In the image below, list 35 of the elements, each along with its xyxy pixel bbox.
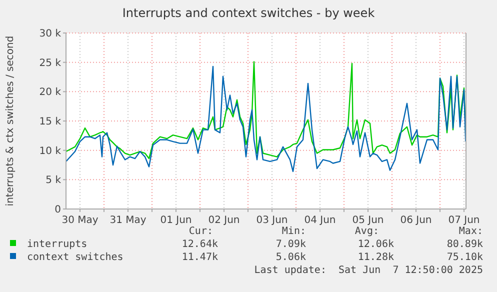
x-tick-label: 02 Jun — [208, 215, 240, 226]
y-tick-label: 15 k — [39, 116, 62, 128]
legend-label: context switches — [27, 252, 124, 263]
y-tick-label: 30 k — [39, 28, 62, 40]
y-tick-label: 5 k — [46, 175, 62, 186]
text: Min: — [282, 226, 306, 237]
x-tick-label: 06 Jun — [400, 215, 432, 226]
line-series — [65, 66, 466, 172]
x-tick-label: 07 Jun — [448, 215, 480, 226]
text: 12.06k — [358, 239, 394, 250]
x-tick-label: 31 May — [110, 215, 146, 226]
text: 11.28k — [358, 252, 394, 263]
text: Max: — [458, 226, 483, 237]
text: 11.47k — [182, 252, 218, 263]
chart-title: Interrupts and context switches - by week — [122, 6, 375, 20]
legend-label: interrupts — [27, 239, 88, 250]
y-tick-label: 25 k — [39, 58, 62, 69]
text: Cur: — [188, 226, 213, 237]
x-tick-label: 05 Jun — [352, 215, 384, 226]
x-tick-label: 01 Jun — [160, 215, 192, 226]
y-axis-title: interrupts & ctx switches / second — [5, 36, 16, 206]
x-tick-label: 03 Jun — [256, 215, 288, 226]
text: Last update: Sat Jun 7 12:50:00 2025 — [254, 265, 483, 276]
text: 5.06k — [276, 252, 306, 263]
y-tick-label: 0 — [54, 204, 61, 216]
text: 7.09k — [276, 239, 306, 250]
text: 80.89k — [446, 239, 483, 250]
x-tick-label: 30 May — [62, 215, 98, 226]
text: 75.10k — [446, 252, 483, 263]
text: 12.64k — [182, 239, 218, 250]
y-tick-label: 20 k — [39, 87, 62, 98]
y-tick-label: 10 k — [39, 146, 62, 157]
x-tick-label: 04 Jun — [304, 215, 336, 226]
line-series — [65, 61, 466, 160]
text: Avg: — [354, 226, 379, 237]
